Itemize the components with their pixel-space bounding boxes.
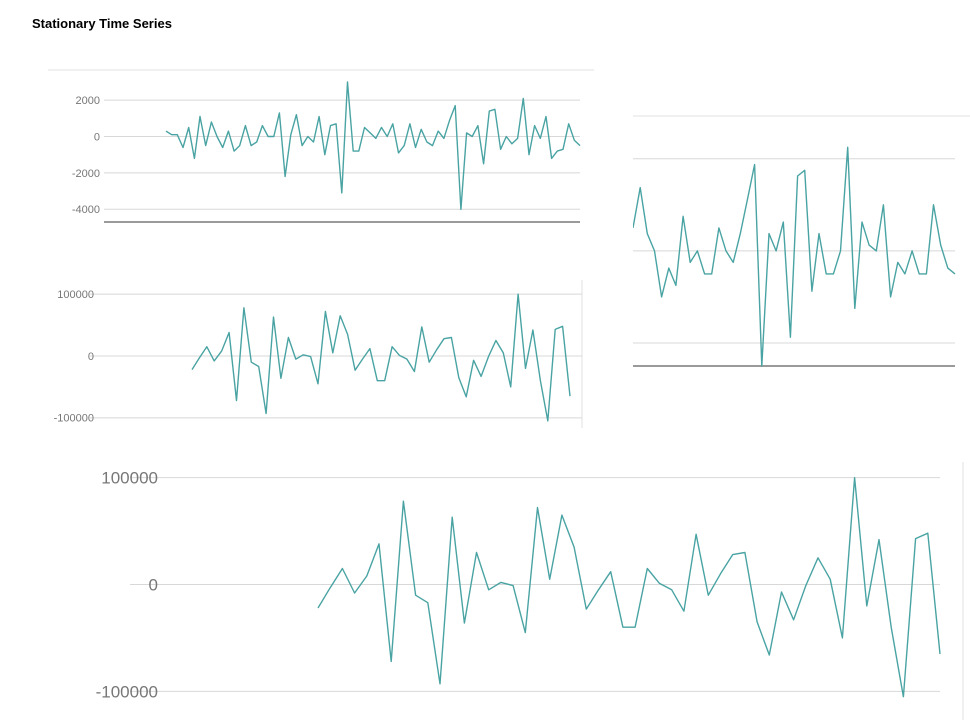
chart-top-left-svg: 2000 0 -2000 -4000: [48, 69, 594, 223]
y-tick-label: -2000: [72, 168, 100, 180]
y-tick-label: -100000: [54, 413, 94, 425]
series-line: [317, 476, 941, 698]
chart-right-svg: [633, 115, 970, 367]
y-tick-label: 0: [88, 351, 94, 363]
chart-panel-right: [633, 110, 970, 372]
y-tick-label: 100000: [101, 469, 158, 488]
series-line: [633, 146, 956, 367]
y-tick-label: 100000: [57, 289, 94, 301]
chart-panel-mid-left: 100000 0 -100000: [30, 280, 586, 428]
page-title: Stationary Time Series: [32, 16, 172, 31]
y-tick-label: 0: [94, 131, 100, 143]
y-tick-label: -100000: [96, 682, 158, 701]
y-tick-label: 0: [149, 575, 158, 594]
chart-panel-top-left: 2000 0 -2000 -4000: [48, 60, 596, 230]
chart-mid-left-svg: 100000 0 -100000: [54, 280, 583, 428]
chart-bottom-svg: 100000 0 -100000: [96, 462, 964, 720]
y-tick-label: 2000: [76, 95, 100, 107]
series-line: [165, 81, 581, 211]
y-tick-label: -4000: [72, 204, 100, 216]
chart-panel-bottom: 100000 0 -100000: [60, 462, 970, 720]
series-line: [191, 293, 571, 422]
